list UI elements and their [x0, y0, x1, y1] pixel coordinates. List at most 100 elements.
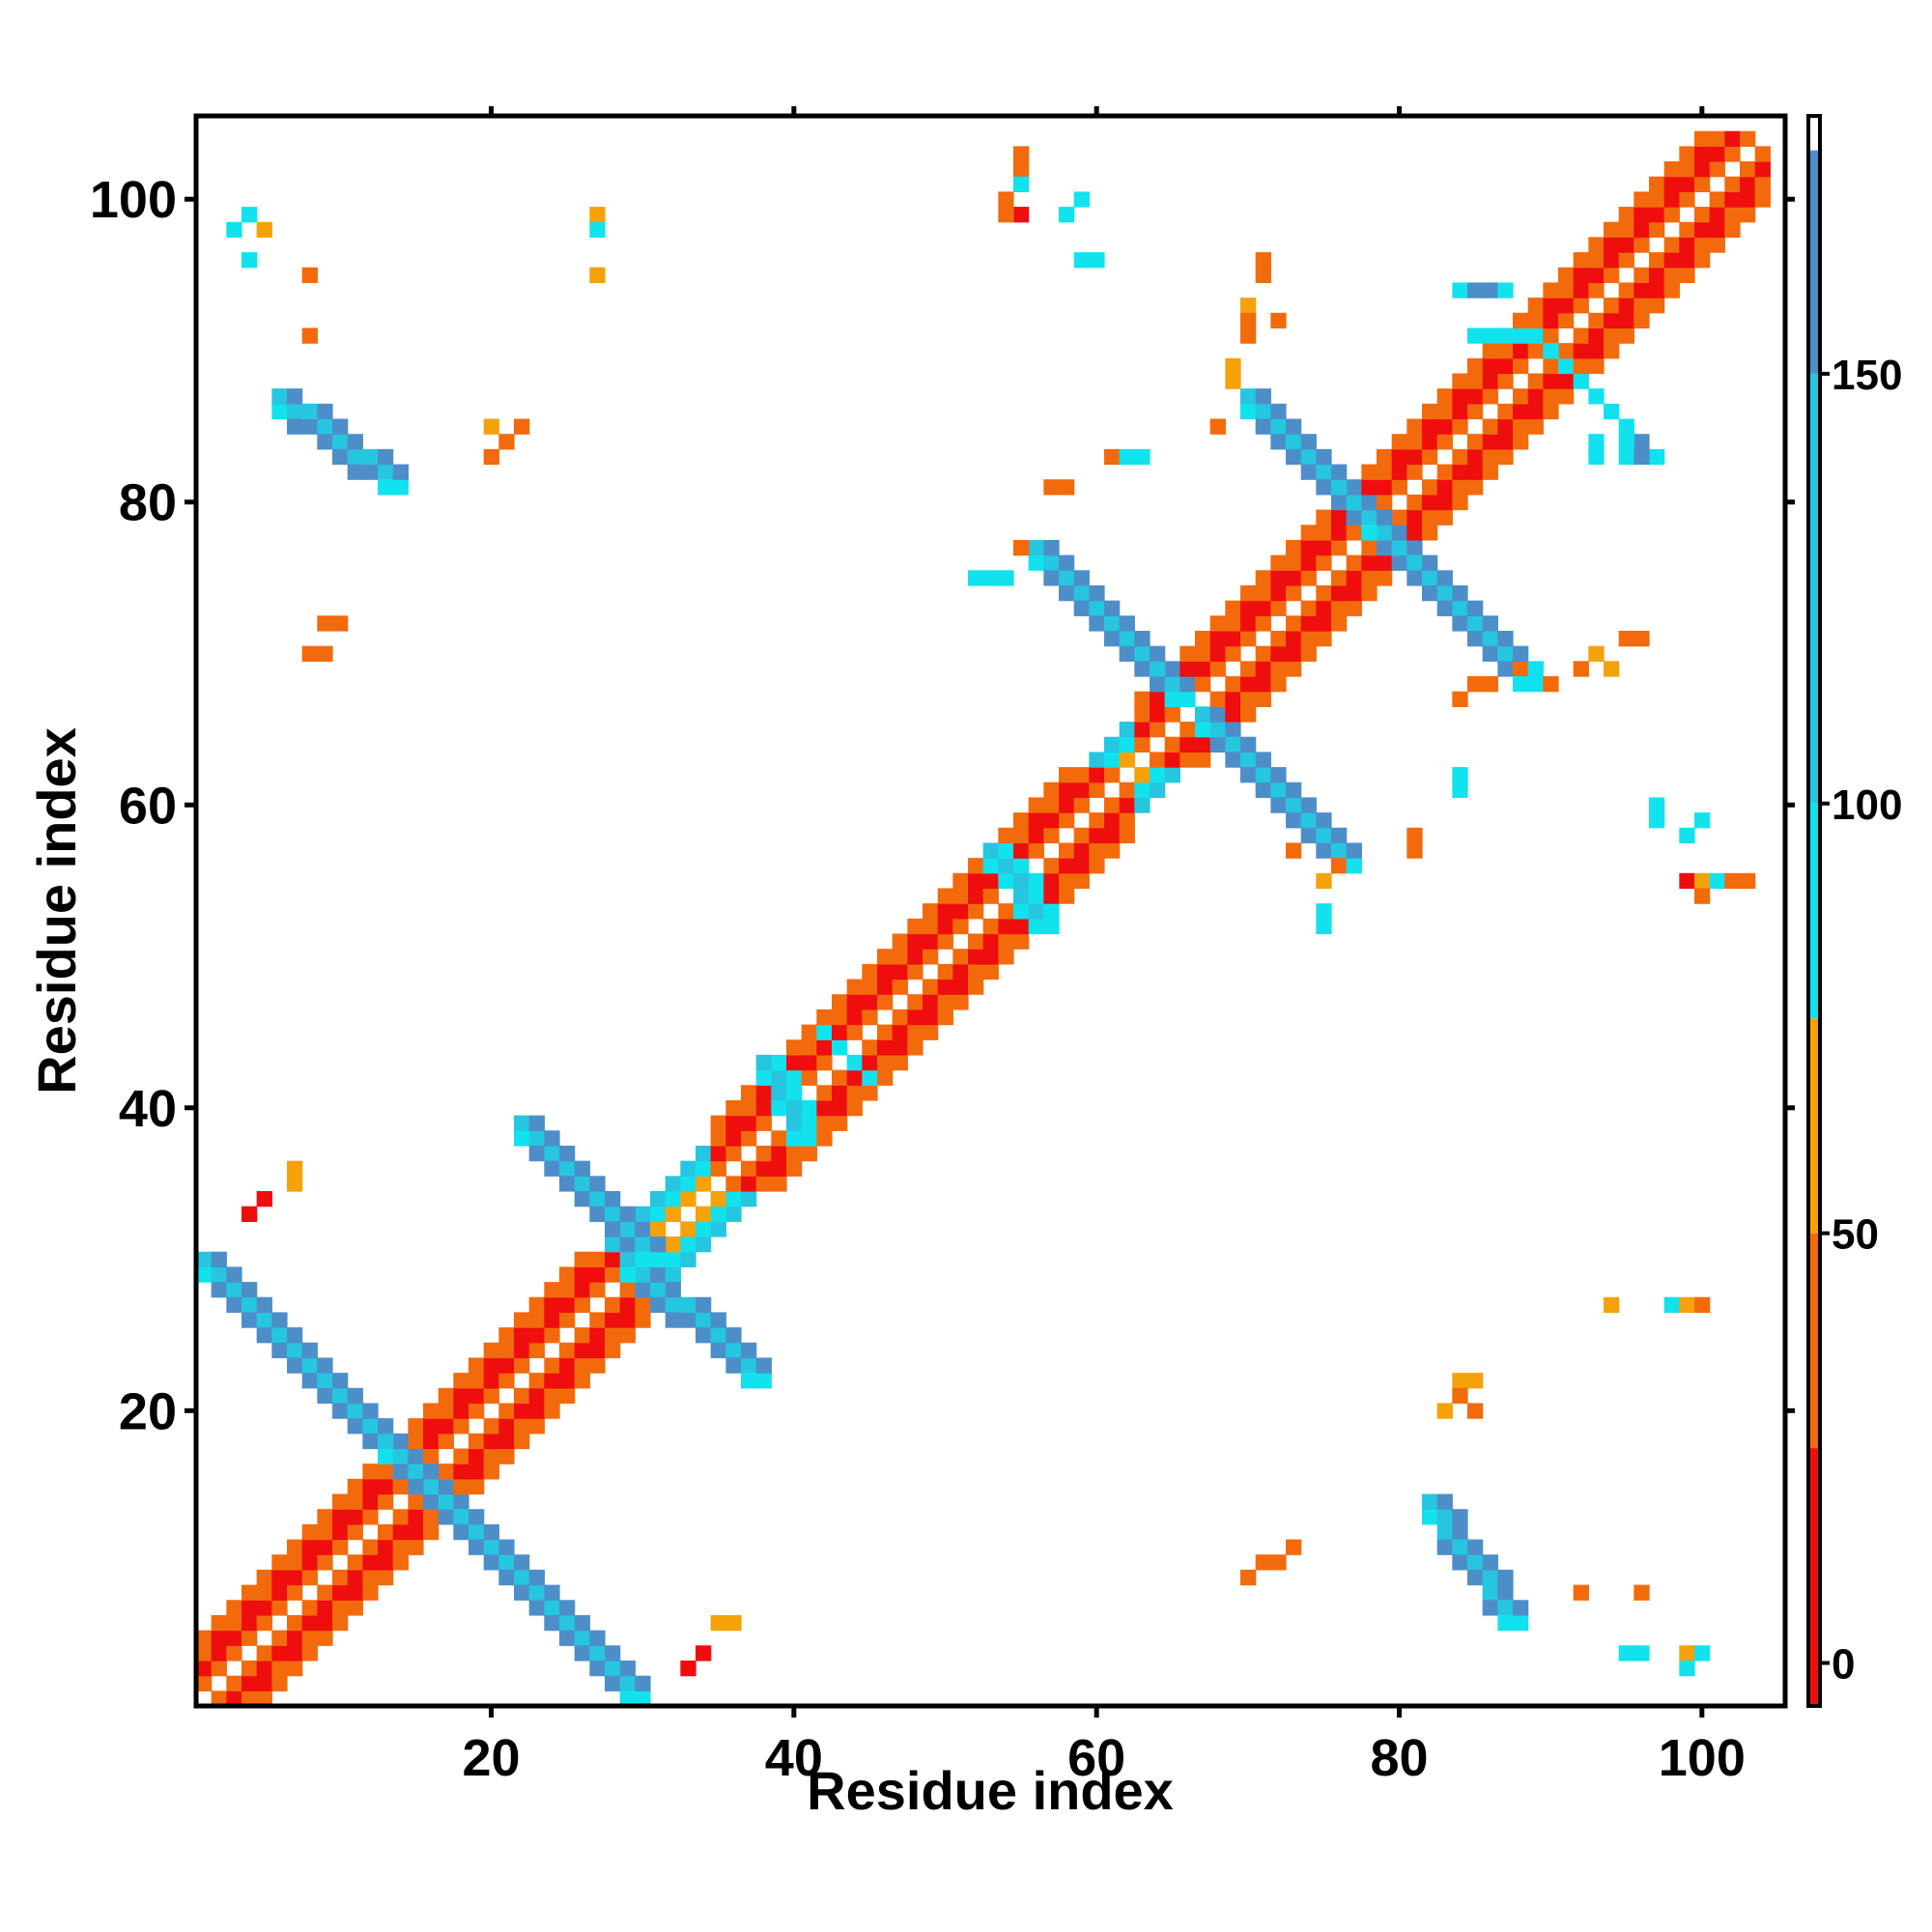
heatmap-cell [846, 994, 863, 1010]
heatmap-cell [1513, 312, 1529, 329]
heatmap-cell [1588, 282, 1605, 298]
heatmap-cell [1059, 584, 1075, 602]
x-axis-ticks: 20 40 60 80 100 [462, 106, 1746, 1787]
heatmap-cell [998, 842, 1014, 859]
heatmap-cell [1119, 736, 1135, 753]
heatmap-cell [1406, 494, 1423, 511]
heatmap-cell [1436, 600, 1453, 616]
heatmap-cell [1436, 584, 1453, 602]
heatmap-cell [1346, 584, 1362, 602]
heatmap-cell [287, 1554, 303, 1571]
heatmap-cell [907, 994, 923, 1010]
heatmap-cell [1073, 842, 1090, 859]
heatmap-cell [1467, 1569, 1484, 1586]
heatmap-cell [1377, 539, 1393, 556]
heatmap-cell [271, 388, 288, 405]
heatmap-cell [1225, 706, 1241, 723]
heatmap-cell [1467, 1539, 1484, 1555]
heatmap-cell [1377, 509, 1393, 526]
heatmap-cell [1013, 827, 1030, 844]
heatmap-cell [1316, 479, 1332, 496]
heatmap-cell [1467, 327, 1484, 344]
heatmap-cell [755, 1085, 772, 1101]
heatmap-cell [453, 1493, 469, 1510]
heatmap-cell [1513, 434, 1529, 450]
heatmap-cell [816, 1024, 833, 1040]
heatmap-cell [1361, 509, 1378, 526]
heatmap-cell [453, 1373, 469, 1389]
heatmap-cell [392, 1539, 409, 1555]
heatmap-cell [242, 1675, 258, 1691]
heatmap-cell [1679, 176, 1695, 192]
heatmap-cell [1634, 1584, 1650, 1601]
heatmap-cell [1679, 267, 1695, 284]
heatmap-cell [1316, 903, 1332, 920]
heatmap-cell [1604, 237, 1620, 253]
heatmap-cell [528, 1373, 545, 1389]
heatmap-cell [378, 1539, 394, 1555]
heatmap-cell [392, 1509, 409, 1525]
heatmap-cell [1573, 282, 1589, 298]
heatmap-cell [514, 1554, 530, 1571]
heatmap-cell [1724, 207, 1741, 223]
heatmap-cell [453, 1448, 469, 1464]
heatmap-cell [1740, 207, 1756, 223]
heatmap-cell [877, 1039, 894, 1056]
heatmap-cell [1300, 827, 1317, 844]
heatmap-cell [1255, 767, 1271, 783]
heatmap-cell [1482, 434, 1498, 450]
heatmap-cell [514, 1387, 530, 1405]
heatmap-cell [1452, 282, 1468, 298]
heatmap-cell [1588, 252, 1605, 269]
heatmap-cell [287, 388, 303, 405]
heatmap-cell [1119, 797, 1135, 813]
heatmap-cell [347, 464, 363, 480]
heatmap-cell [317, 403, 333, 420]
heatmap-cell [650, 1236, 667, 1253]
heatmap-cell [1436, 1523, 1453, 1541]
heatmap-cell [619, 1266, 636, 1283]
heatmap-cell [528, 1600, 545, 1616]
heatmap-cell [317, 418, 333, 435]
heatmap-cell [1467, 448, 1484, 466]
heatmap-cell [1436, 1509, 1453, 1525]
colorbar-tick-label: 150 [1832, 352, 1902, 399]
heatmap-cell [287, 1645, 303, 1662]
heatmap-cell [710, 1327, 726, 1344]
heatmap-cell [528, 1145, 545, 1162]
heatmap-cell [242, 1630, 258, 1646]
heatmap-cell [574, 1282, 590, 1298]
heatmap-cell [1104, 827, 1121, 844]
heatmap-cell [1679, 872, 1695, 890]
heatmap-cell [1150, 722, 1166, 738]
heatmap-cell [483, 1463, 499, 1480]
heatmap-cell [1543, 373, 1559, 389]
heatmap-cell [483, 448, 499, 466]
heatmap-cell [1286, 781, 1302, 799]
heatmap-cell [1649, 221, 1665, 239]
heatmap-cell [544, 1327, 560, 1344]
heatmap-cell [1527, 388, 1544, 405]
heatmap-cell [1331, 584, 1348, 602]
heatmap-cell [1255, 676, 1271, 693]
heatmap-cell [1150, 645, 1166, 662]
heatmap-cell [1286, 434, 1302, 450]
heatmap-cell [332, 418, 349, 435]
heatmap-cell [982, 933, 999, 950]
colorbar: 0 50 100 150 [1806, 114, 1902, 1708]
heatmap-cell [408, 1509, 424, 1525]
heatmap-cell [1634, 434, 1650, 450]
heatmap-cell [907, 1024, 923, 1040]
heatmap-cell [1300, 434, 1317, 450]
heatmap-cell [1452, 1539, 1468, 1555]
heatmap-cell [1467, 615, 1484, 632]
heatmap-cell [589, 267, 606, 284]
colorbar-band [1808, 373, 1820, 804]
heatmap-cell [1604, 252, 1620, 269]
heatmap-cell [680, 1176, 696, 1192]
heatmap-cell [1225, 736, 1241, 753]
heatmap-cell [1300, 570, 1317, 586]
heatmap-cell [589, 1357, 606, 1374]
heatmap-cell [1240, 736, 1257, 753]
heatmap-cell [1391, 509, 1407, 526]
